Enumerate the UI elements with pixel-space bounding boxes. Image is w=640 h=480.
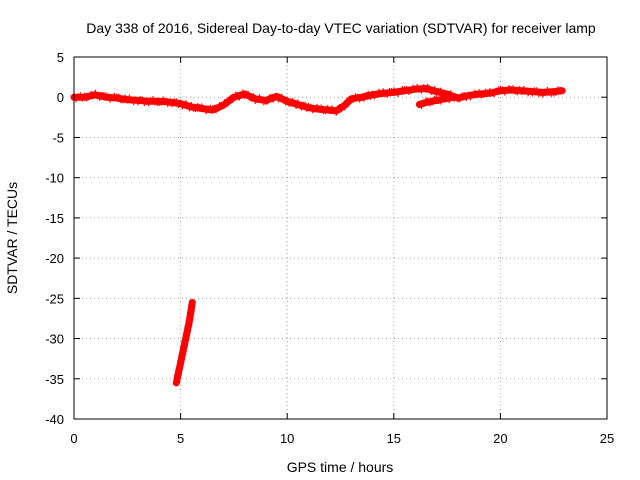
x-tick-label: 25: [600, 431, 614, 446]
y-tick-label: 5: [57, 50, 64, 65]
y-tick-label: -10: [45, 171, 64, 186]
y-tick-label: -20: [45, 251, 64, 266]
y-tick-label: -5: [52, 130, 64, 145]
y-tick-label: 0: [57, 90, 64, 105]
data-point-marker: [228, 96, 236, 104]
x-tick-label: 10: [280, 431, 294, 446]
tick-layer: 0 5 10 15 20 25 5 0 -5 -10 -15 -20 -25 -30 -35 -40: [45, 50, 614, 446]
series-steep-segment: [172, 298, 196, 387]
y-tick-label: -40: [45, 412, 64, 427]
data-point-marker: [249, 93, 257, 101]
data-point-marker: [224, 99, 232, 107]
x-tick-label: 0: [70, 431, 77, 446]
y-tick-label: -25: [45, 291, 64, 306]
series-main-track: [70, 83, 566, 116]
plot-frame: [73, 56, 608, 420]
grid-layer: [74, 57, 607, 419]
data-point-marker: [447, 94, 455, 102]
y-tick-label: -30: [45, 332, 64, 347]
y-axis-label: SDTVAR / TECUs: [4, 182, 20, 294]
series-offset-segment: [415, 93, 457, 109]
x-tick-label: 15: [387, 431, 401, 446]
x-tick-label: 20: [493, 431, 507, 446]
chart-title: Day 338 of 2016, Sidereal Day-to-day VTE…: [86, 20, 596, 36]
y-tick-label: -15: [45, 211, 64, 226]
data-point-marker: [188, 301, 196, 309]
x-axis-label: GPS time / hours: [287, 459, 394, 475]
data-point-marker: [556, 86, 564, 94]
data-point-marker: [332, 108, 340, 116]
data-point-marker: [431, 85, 439, 93]
y-tick-label: -35: [45, 372, 64, 387]
x-tick-label: 5: [177, 431, 184, 446]
data-layer: [70, 83, 566, 387]
data-point-marker: [341, 103, 349, 111]
data-point-marker: [221, 99, 229, 107]
